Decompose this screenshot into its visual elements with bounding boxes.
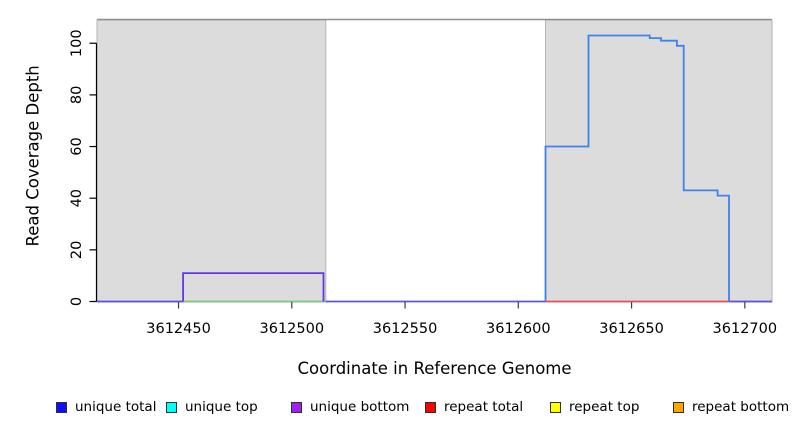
legend-item-unique-total: unique total bbox=[56, 399, 156, 416]
legend-item-unique-bottom: unique bottom bbox=[291, 399, 409, 416]
legend-label-repeat-total: repeat total bbox=[444, 399, 524, 415]
legend-item-repeat-bottom: repeat bottom bbox=[673, 399, 789, 416]
x-tick-label: 3612500 bbox=[260, 321, 325, 337]
x-tick-label: 3612450 bbox=[146, 321, 211, 337]
y-tick-label: 20 bbox=[69, 241, 85, 259]
legend-label-unique-total: unique total bbox=[75, 399, 157, 415]
shaded-region bbox=[96, 19, 327, 303]
legend-label-repeat-top: repeat top bbox=[569, 399, 640, 415]
series-unique-total bbox=[544, 34, 730, 302]
legend-item-unique-top: unique top bbox=[166, 399, 258, 416]
x-tick-label: 3612600 bbox=[486, 321, 551, 337]
shaded-region bbox=[544, 19, 773, 303]
x-tick-label: 3612550 bbox=[373, 321, 438, 337]
series-unique-bottom bbox=[182, 272, 325, 302]
legend: unique total unique top unique bottom repea… bbox=[0, 399, 792, 419]
y-tick-label: 0 bbox=[69, 297, 85, 306]
y-tick-label: 100 bbox=[69, 29, 85, 57]
legend-swatch-repeat-total bbox=[425, 402, 436, 413]
legend-swatch-unique-bottom bbox=[291, 402, 302, 413]
y-tick-label: 60 bbox=[69, 137, 85, 155]
x-tick-label: 3612700 bbox=[713, 321, 778, 337]
y-axis-title: Read Coverage Depth bbox=[23, 65, 43, 247]
legend-label-repeat-bottom: repeat bottom bbox=[692, 399, 790, 415]
legend-label-unique-top: unique top bbox=[185, 399, 258, 415]
legend-swatch-unique-total bbox=[56, 402, 67, 413]
x-axis-title: Coordinate in Reference Genome bbox=[297, 359, 572, 378]
x-tick-label: 3612650 bbox=[599, 321, 664, 337]
y-tick-label: 40 bbox=[69, 189, 85, 207]
legend-label-unique-bottom: unique bottom bbox=[310, 399, 410, 415]
legend-item-repeat-total: repeat total bbox=[425, 399, 523, 416]
legend-swatch-unique-top bbox=[166, 402, 177, 413]
y-tick-label: 80 bbox=[69, 86, 85, 104]
legend-swatch-repeat-bottom bbox=[673, 402, 684, 413]
legend-swatch-repeat-top bbox=[550, 402, 561, 413]
legend-item-repeat-top: repeat top bbox=[550, 399, 639, 416]
